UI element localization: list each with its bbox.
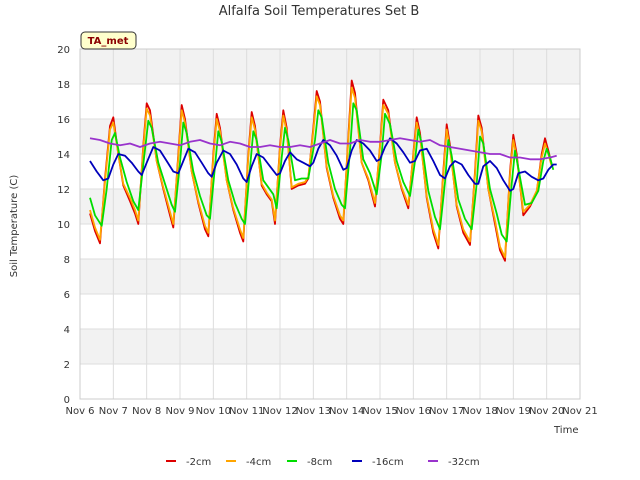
legend-label: -32cm xyxy=(448,457,480,468)
x-tick-label: Nov 6 xyxy=(65,406,94,417)
background-band xyxy=(80,49,580,84)
y-tick-label: 2 xyxy=(64,360,70,371)
x-tick-label: Nov 9 xyxy=(165,406,194,417)
series-line-8cmcm xyxy=(89,102,555,243)
plot-frame xyxy=(79,48,581,400)
legend-label: -2cm xyxy=(186,457,211,468)
x-tick-label: Nov 7 xyxy=(99,406,128,417)
x-tick-label: Nov 20 xyxy=(529,406,564,417)
x-tick-label: Nov 10 xyxy=(196,406,231,417)
station-badge: TA_met xyxy=(80,31,137,50)
background-band xyxy=(80,84,580,119)
x-tick-label: Nov 18 xyxy=(462,406,497,417)
y-tick-label: 12 xyxy=(57,185,70,196)
series-lines xyxy=(89,79,557,262)
x-axis-title: Time xyxy=(553,425,578,436)
y-tick-label: 4 xyxy=(64,325,70,336)
x-tick-label: Nov 15 xyxy=(362,406,397,417)
y-axis-title: Soil Temperature (C) xyxy=(9,175,20,278)
y-tick-label: 8 xyxy=(64,255,70,266)
y-tick-label: 10 xyxy=(57,220,70,231)
x-tick-label: Nov 14 xyxy=(329,406,364,417)
y-tick-label: 20 xyxy=(57,45,70,56)
x-tick-label: Nov 8 xyxy=(132,406,161,417)
legend: -2cm -4cm -8cm -16cm -32cm xyxy=(166,457,480,468)
y-tick-label: 0 xyxy=(64,395,70,406)
background-band xyxy=(80,189,580,224)
series-line-16cmcm xyxy=(89,137,557,192)
x-tick-label: Nov 21 xyxy=(562,406,597,417)
y-axis-ticks: 0 2 4 6 8 10 12 14 16 18 20 xyxy=(57,45,70,406)
y-tick-label: 14 xyxy=(57,150,70,161)
x-tick-label: Nov 13 xyxy=(296,406,331,417)
background-band xyxy=(80,329,580,364)
background-band xyxy=(80,364,580,399)
series-line-32cmcm xyxy=(89,137,557,161)
background-bands xyxy=(80,49,580,399)
series-line-4cmcm xyxy=(89,86,553,259)
x-tick-label: Nov 16 xyxy=(396,406,431,417)
station-badge-box xyxy=(80,31,137,50)
y-tick-label: 18 xyxy=(57,80,70,91)
x-tick-label: Nov 17 xyxy=(429,406,464,417)
legend-label: -8cm xyxy=(307,457,332,468)
y-tick-label: 16 xyxy=(57,115,70,126)
background-band xyxy=(80,119,580,154)
station-badge-label: TA_met xyxy=(88,36,129,47)
background-band xyxy=(80,294,580,329)
legend-label: -16cm xyxy=(372,457,404,468)
x-tick-label: Nov 12 xyxy=(262,406,297,417)
x-tick-label: Nov 19 xyxy=(496,406,531,417)
x-tick-label: Nov 11 xyxy=(229,406,264,417)
y-tick-label: 6 xyxy=(64,290,70,301)
chart-title: Alfalfa Soil Temperatures Set B xyxy=(219,4,420,19)
background-band xyxy=(80,259,580,294)
legend-label: -4cm xyxy=(246,457,271,468)
